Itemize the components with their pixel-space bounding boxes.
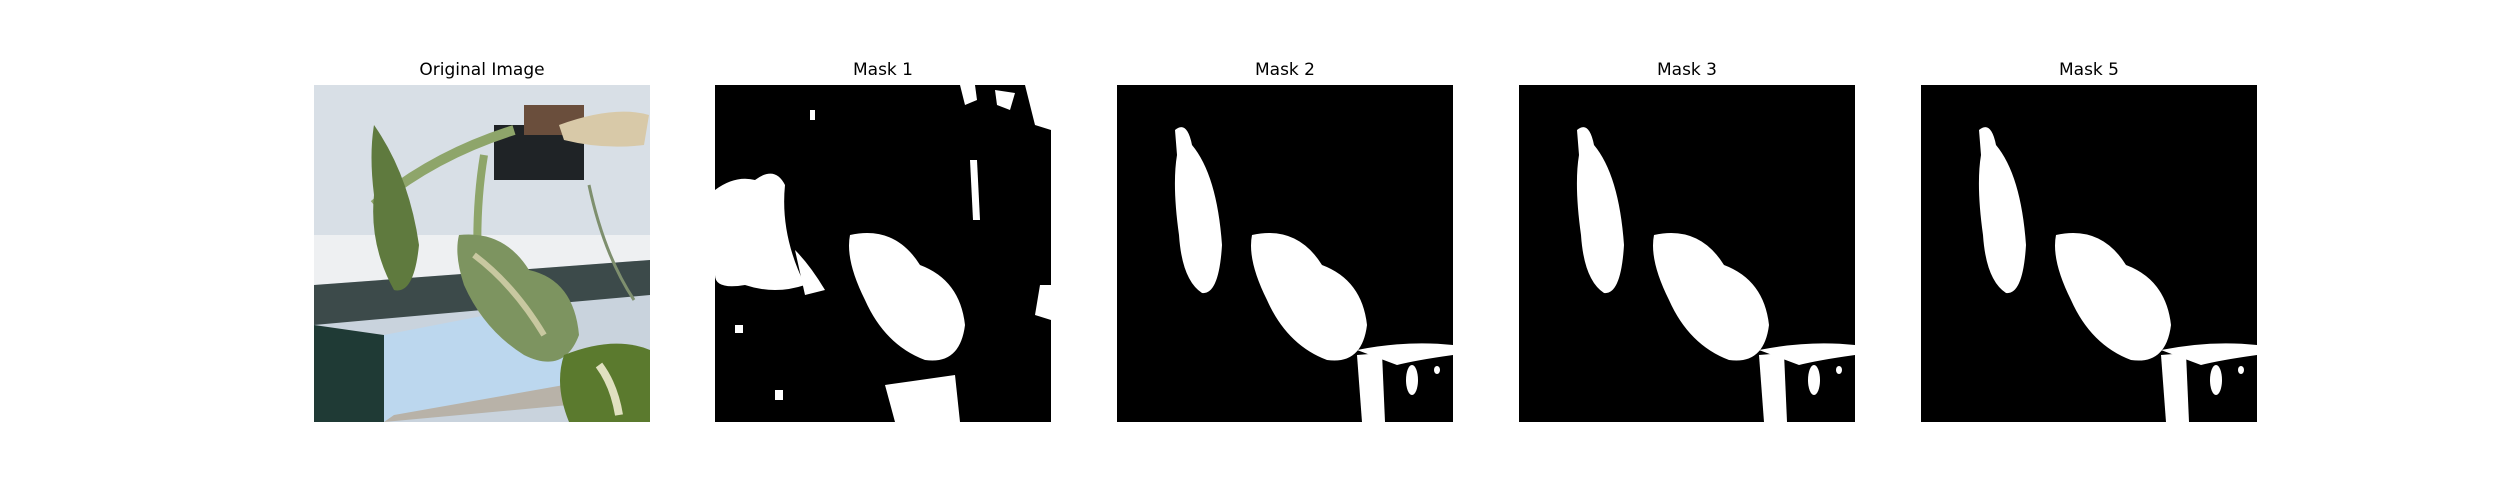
panel-title: Mask 2 (1254, 60, 1315, 80)
mask-1-image (715, 85, 1051, 422)
panel-mask-3: Mask 3 (1519, 0, 1855, 500)
panel-original-image: Original Image (314, 0, 650, 500)
panel-title: Original Image (419, 60, 545, 80)
mask-5-image (1921, 85, 2257, 422)
panel-title: Mask 3 (1656, 60, 1717, 80)
panel-mask-2: Mask 2 (1117, 0, 1453, 500)
panel-mask-1: Mask 1 (715, 0, 1051, 500)
panel-mask-5: Mask 5 (1921, 0, 2257, 500)
mask-3-image (1519, 85, 1855, 422)
panel-title: Mask 5 (2058, 60, 2119, 80)
panel-title: Mask 1 (852, 60, 913, 80)
mask-2-image (1117, 85, 1453, 422)
original-photo (314, 85, 650, 422)
